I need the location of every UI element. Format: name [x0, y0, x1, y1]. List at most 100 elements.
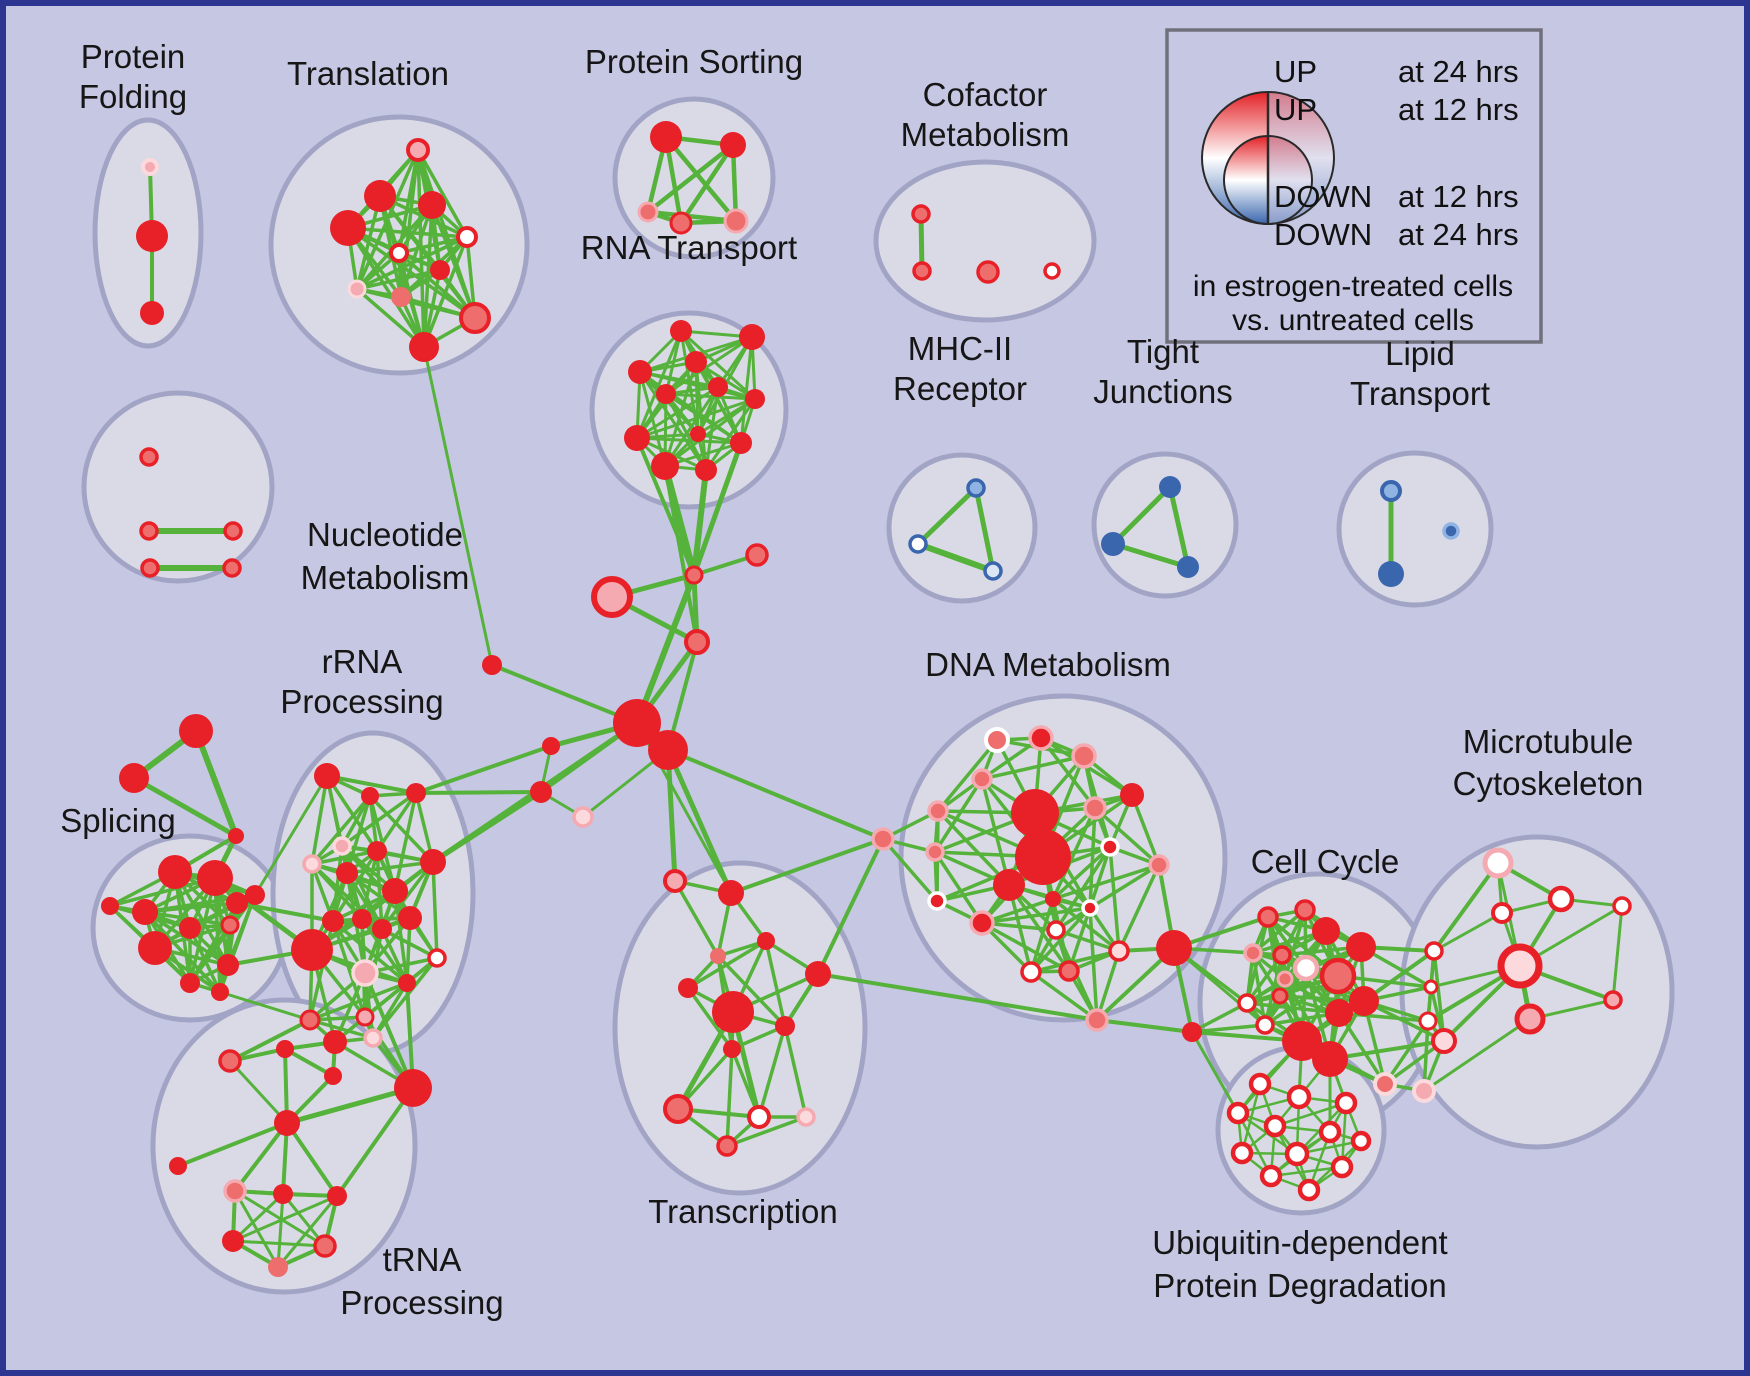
network-edge: [1088, 906, 1099, 1022]
gene-node: [712, 991, 754, 1033]
network-edge: [1337, 1011, 1430, 1023]
cluster-label-protein_folding: Folding: [79, 78, 187, 115]
gene-node: [1230, 1141, 1254, 1165]
network-edge: [1093, 806, 1161, 867]
gene-node: [650, 121, 682, 153]
network-edge: [704, 397, 757, 472]
network-edge: [393, 791, 418, 893]
gene-node: [542, 737, 560, 755]
network-edge: [663, 134, 739, 224]
gene-node: [1081, 899, 1099, 917]
gene-node: [217, 954, 239, 976]
gene-node: [912, 261, 932, 281]
gene-node: [1257, 906, 1279, 928]
network-edge: [1263, 953, 1284, 1027]
network-edge: [980, 777, 1011, 887]
network-edge: [673, 879, 720, 958]
gene-node: [984, 727, 1010, 753]
gene-node: [1297, 1178, 1321, 1202]
gene-node: [971, 768, 993, 790]
gene-node: [723, 208, 749, 234]
network-edge: [1051, 863, 1161, 901]
gene-node: [391, 287, 411, 307]
gene-node: [132, 899, 158, 925]
gene-node: [1156, 930, 1192, 966]
network-edge: [915, 485, 979, 547]
network-edge: [228, 1059, 289, 1125]
cluster-label-cell_cycle: Cell Cycle: [1251, 843, 1400, 880]
network-edge: [375, 791, 418, 853]
cluster-label-nucleotide: Nucleotide: [307, 516, 463, 553]
gene-node: [993, 869, 1025, 901]
network-edge: [1029, 897, 1055, 974]
gene-node: [1046, 920, 1066, 940]
gene-node: [1514, 1003, 1546, 1035]
gene-node: [678, 978, 698, 998]
gene-node: [101, 897, 119, 915]
legend-time-down12: at 12 hrs: [1398, 179, 1519, 214]
network-edge: [1130, 793, 1161, 867]
gene-node: [406, 138, 430, 162]
cluster-label-rrna: rRNA: [322, 643, 403, 680]
gene-node: [323, 1030, 347, 1054]
gene-node: [367, 841, 387, 861]
network-edge: [635, 397, 757, 440]
network-edge: [665, 747, 734, 896]
gene-node: [218, 1049, 242, 1073]
gene-node: [624, 425, 650, 451]
gene-node: [669, 211, 693, 235]
gene-node: [1177, 556, 1199, 578]
network-edge: [1422, 1017, 1532, 1093]
gene-node: [1045, 891, 1061, 907]
network-edge: [1432, 949, 1446, 1043]
network-edge: [691, 440, 744, 578]
legend-dir-down24: DOWN: [1274, 217, 1372, 252]
gene-node: [139, 447, 159, 467]
gene-node: [651, 452, 679, 480]
cluster-ellipse-mhc: [886, 452, 1038, 604]
gene-node: [222, 1230, 244, 1252]
network-edge: [679, 329, 757, 401]
gene-node: [324, 1067, 342, 1085]
gene-node: [723, 1040, 741, 1058]
gene-node: [1423, 979, 1439, 995]
network-edge: [1337, 1011, 1387, 1086]
cluster-label-dna: DNA Metabolism: [925, 646, 1171, 683]
network-edge: [355, 268, 442, 291]
gene-node: [197, 860, 233, 896]
gene-node: [136, 220, 168, 252]
gene-node: [1182, 1022, 1202, 1042]
network-edge: [716, 954, 787, 1028]
gene-node: [1603, 990, 1623, 1010]
network-edge: [783, 1024, 808, 1119]
gene-node: [1424, 941, 1444, 961]
cluster-label-tight: Junctions: [1093, 373, 1232, 410]
gene-node: [352, 909, 372, 929]
gene-node: [430, 260, 450, 280]
gene-node: [140, 301, 164, 325]
gene-node: [927, 800, 949, 822]
gene-node: [1380, 480, 1402, 502]
network-edge: [363, 971, 415, 1090]
network-edge: [1190, 1030, 1240, 1115]
network-edge: [231, 1192, 285, 1243]
cluster-label-mhc: Receptor: [893, 370, 1027, 407]
gene-node: [456, 226, 478, 248]
network-edge: [131, 775, 239, 839]
gene-node: [482, 655, 502, 675]
gene-node: [1083, 796, 1107, 820]
gene-node: [637, 201, 659, 223]
network-edge: [1383, 1019, 1430, 1086]
network-edge: [1273, 1101, 1348, 1128]
gene-node: [141, 158, 159, 176]
network-edge: [1108, 845, 1121, 953]
cluster-label-protein_sorting: Protein Sorting: [585, 43, 803, 80]
network-edge: [1245, 953, 1284, 1005]
network-edge: [980, 906, 1092, 925]
gene-node: [710, 948, 726, 964]
cluster-label-rrna: Processing: [280, 683, 443, 720]
network-edge: [1054, 928, 1121, 953]
network-edge: [310, 774, 329, 866]
network-edge: [634, 572, 697, 726]
